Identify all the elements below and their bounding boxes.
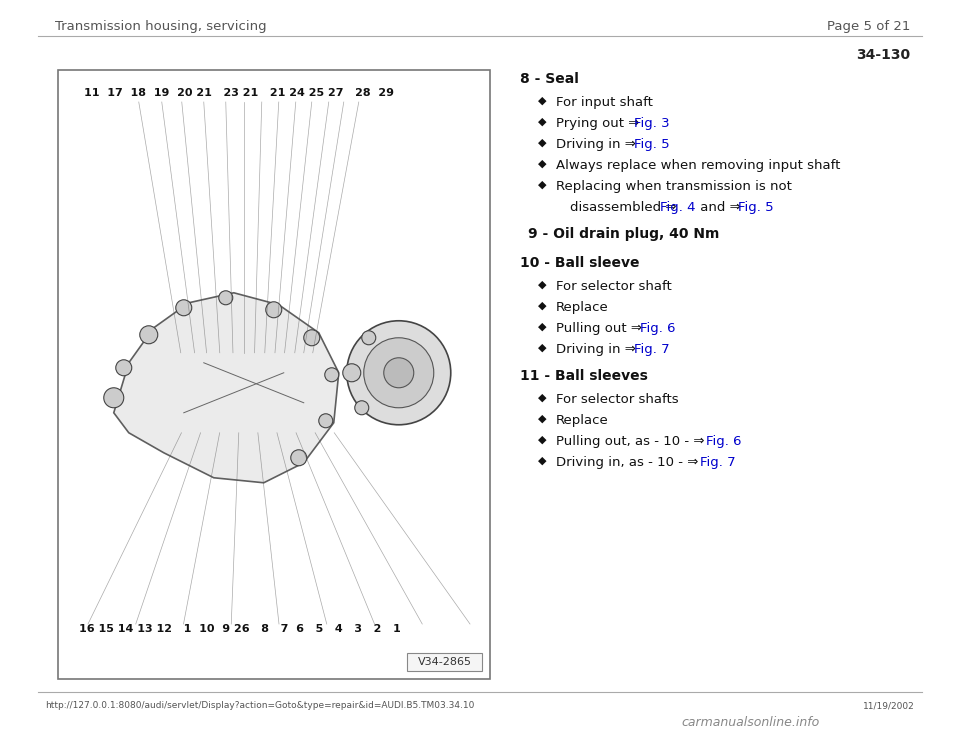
Text: ◆: ◆ — [538, 414, 546, 424]
Text: Fig. 7: Fig. 7 — [700, 456, 735, 469]
Text: 16 15 14 13 12   1  10  9 26   8   7  6   5   4   3   2   1: 16 15 14 13 12 1 10 9 26 8 7 6 5 4 3 2 1 — [79, 624, 400, 634]
Text: ◆: ◆ — [538, 159, 546, 169]
Text: 11 - Ball sleeves: 11 - Ball sleeves — [520, 369, 648, 383]
Text: Always replace when removing input shaft: Always replace when removing input shaft — [556, 159, 840, 172]
Circle shape — [324, 368, 339, 382]
Text: ◆: ◆ — [538, 343, 546, 353]
Circle shape — [140, 326, 157, 344]
Bar — [407, 653, 482, 671]
Circle shape — [219, 291, 232, 305]
Circle shape — [319, 414, 333, 428]
Text: ◆: ◆ — [538, 456, 546, 466]
Polygon shape — [113, 293, 339, 483]
Text: Pulling out, as - 10 - ⇒: Pulling out, as - 10 - ⇒ — [556, 435, 708, 448]
Text: 8 - Seal: 8 - Seal — [520, 72, 579, 86]
Text: Pulling out ⇒: Pulling out ⇒ — [556, 322, 646, 335]
Text: Replace: Replace — [556, 301, 609, 314]
Text: Driving in ⇒: Driving in ⇒ — [556, 343, 640, 356]
Text: ◆: ◆ — [538, 435, 546, 445]
Text: ◆: ◆ — [538, 96, 546, 106]
Circle shape — [362, 331, 375, 345]
Text: For input shaft: For input shaft — [556, 96, 653, 109]
Circle shape — [291, 450, 307, 466]
Text: Fig. 5: Fig. 5 — [738, 201, 774, 214]
Text: Driving in, as - 10 - ⇒: Driving in, as - 10 - ⇒ — [556, 456, 703, 469]
Text: disassembled ⇒: disassembled ⇒ — [570, 201, 681, 214]
Text: ◆: ◆ — [538, 180, 546, 190]
Circle shape — [176, 300, 192, 316]
Circle shape — [104, 388, 124, 408]
Text: Fig. 4: Fig. 4 — [660, 201, 695, 214]
Text: V34-2865: V34-2865 — [418, 657, 471, 667]
Text: Replacing when transmission is not: Replacing when transmission is not — [556, 180, 792, 193]
Circle shape — [266, 302, 282, 318]
Text: Fig. 7: Fig. 7 — [634, 343, 670, 356]
Text: For selector shaft: For selector shaft — [556, 280, 672, 293]
Circle shape — [116, 360, 132, 375]
Text: ◆: ◆ — [538, 280, 546, 290]
Text: and ⇒: and ⇒ — [696, 201, 745, 214]
Text: Fig. 6: Fig. 6 — [706, 435, 741, 448]
Text: ◆: ◆ — [538, 393, 546, 403]
Text: 11  17  18  19  20 21   23 21   21 24 25 27   28  29: 11 17 18 19 20 21 23 21 21 24 25 27 28 2… — [84, 88, 395, 98]
Text: ◆: ◆ — [538, 301, 546, 311]
Text: Fig. 6: Fig. 6 — [640, 322, 676, 335]
Circle shape — [364, 338, 434, 408]
Text: carmanualsonline.info: carmanualsonline.info — [682, 715, 820, 729]
Circle shape — [347, 321, 451, 424]
Text: ◆: ◆ — [538, 117, 546, 127]
Text: 10 - Ball sleeve: 10 - Ball sleeve — [520, 256, 639, 270]
Text: Replace: Replace — [556, 414, 609, 427]
Text: http://127.0.0.1:8080/audi/servlet/Display?action=Goto&type=repair&id=AUDI.B5.TM: http://127.0.0.1:8080/audi/servlet/Displ… — [45, 701, 474, 711]
Text: For selector shafts: For selector shafts — [556, 393, 679, 406]
Text: Page 5 of 21: Page 5 of 21 — [827, 20, 910, 33]
Text: Fig. 3: Fig. 3 — [634, 117, 670, 130]
Text: ◆: ◆ — [538, 138, 546, 148]
Text: Driving in ⇒: Driving in ⇒ — [556, 138, 640, 151]
Text: 11/19/2002: 11/19/2002 — [863, 701, 915, 711]
Circle shape — [343, 364, 361, 382]
Circle shape — [384, 358, 414, 388]
Text: 34-130: 34-130 — [856, 48, 910, 62]
Circle shape — [303, 329, 320, 346]
Text: Transmission housing, servicing: Transmission housing, servicing — [55, 20, 267, 33]
Text: Prying out ⇒: Prying out ⇒ — [556, 117, 643, 130]
Circle shape — [355, 401, 369, 415]
Text: Fig. 5: Fig. 5 — [634, 138, 670, 151]
Text: 9 - Oil drain plug, 40 Nm: 9 - Oil drain plug, 40 Nm — [528, 227, 719, 241]
Bar — [58, 70, 490, 679]
Text: ◆: ◆ — [538, 322, 546, 332]
